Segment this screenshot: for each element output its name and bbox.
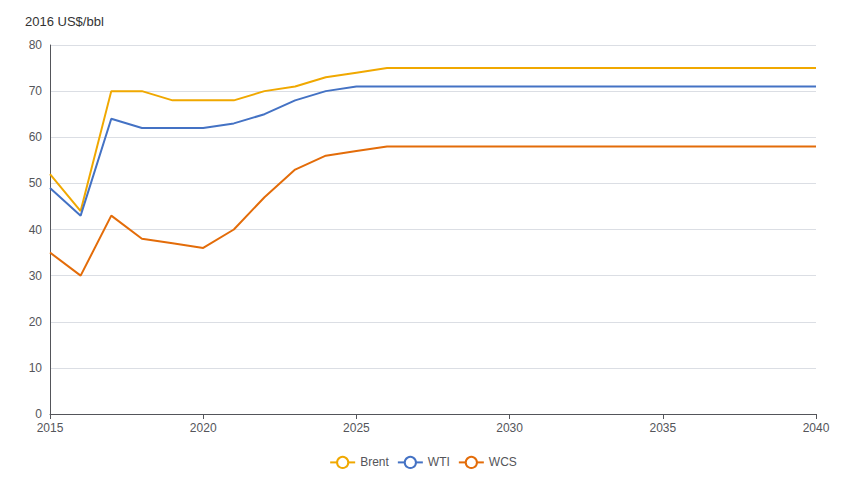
svg-text:20: 20: [29, 315, 43, 329]
svg-text:2035: 2035: [649, 421, 676, 435]
svg-text:70: 70: [29, 84, 43, 98]
svg-text:50: 50: [29, 176, 43, 190]
svg-text:2030: 2030: [496, 421, 523, 435]
svg-text:40: 40: [29, 223, 43, 237]
svg-text:2040: 2040: [803, 421, 830, 435]
svg-text:60: 60: [29, 130, 43, 144]
svg-text:80: 80: [29, 38, 43, 52]
svg-text:WCS: WCS: [489, 455, 517, 469]
svg-text:WTI: WTI: [428, 455, 450, 469]
svg-text:2015: 2015: [37, 421, 64, 435]
svg-text:10: 10: [29, 361, 43, 375]
svg-text:2020: 2020: [190, 421, 217, 435]
svg-text:0: 0: [35, 407, 42, 421]
svg-text:30: 30: [29, 269, 43, 283]
svg-text:2025: 2025: [343, 421, 370, 435]
svg-text:Brent: Brent: [360, 455, 389, 469]
svg-text:2016 US$/bbl: 2016 US$/bbl: [25, 14, 104, 29]
